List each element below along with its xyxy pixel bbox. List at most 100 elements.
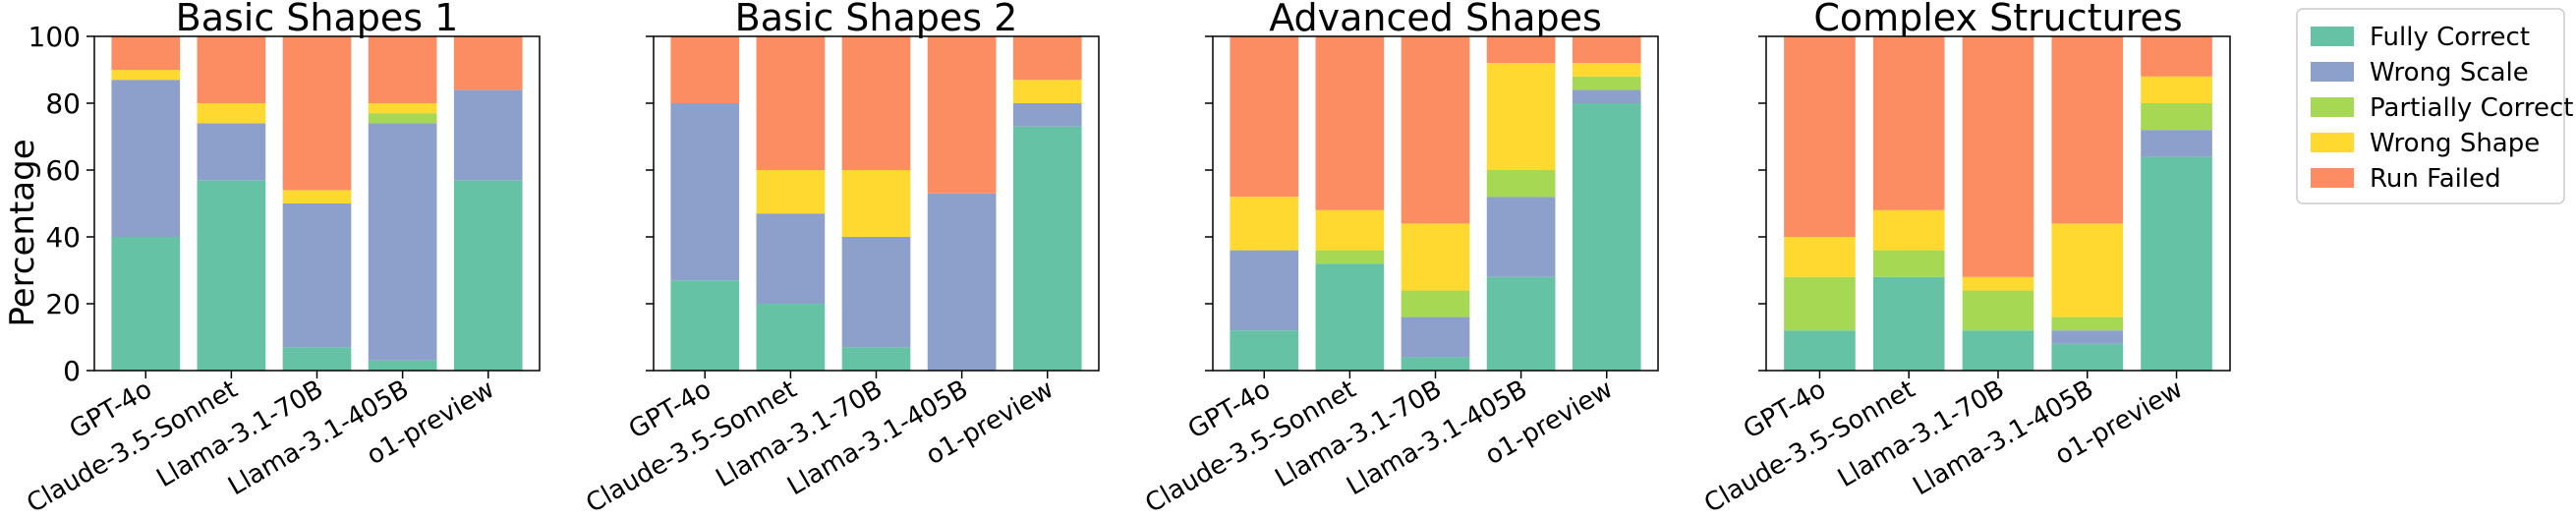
bar-wrong-scale-llama-3-1-70b [841, 237, 911, 348]
legend-label-fully-correct: Fully Correct [2370, 23, 2530, 52]
bar-run-failed-claude-3-5-sonnet [1872, 36, 1945, 210]
bar-fully-correct-claude-3-5-sonnet [756, 304, 826, 371]
bar-fully-correct-llama-3-1-405b [2051, 343, 2124, 371]
bar-wrong-shape-claude-3-5-sonnet [756, 170, 826, 214]
bar-wrong-scale-llama-3-1-405b [927, 193, 997, 371]
bar-fully-correct-llama-3-1-70b [1401, 357, 1470, 371]
bar-fully-correct-llama-3-1-70b [282, 347, 352, 371]
bar-run-failed-o1-preview [1572, 36, 1641, 64]
bar-run-failed-llama-3-1-405b [927, 36, 997, 194]
bar-wrong-scale-llama-3-1-405b [2051, 330, 2124, 344]
bar-run-failed-o1-preview [453, 36, 523, 90]
bar-run-failed-llama-3-1-405b [368, 36, 437, 103]
bar-wrong-shape-claude-3-5-sonnet [197, 103, 266, 124]
bar-wrong-scale-gpt-4o [1230, 250, 1299, 331]
bar-fully-correct-claude-3-5-sonnet [1872, 276, 1945, 371]
bar-partially-correct-llama-3-1-405b [1486, 170, 1556, 198]
bar-wrong-shape-llama-3-1-70b [1962, 276, 2034, 291]
bar-wrong-shape-llama-3-1-405b [2051, 223, 2124, 317]
bar-fully-correct-llama-3-1-405b [1486, 276, 1556, 371]
bar-fully-correct-claude-3-5-sonnet [1315, 263, 1385, 371]
chart-title-basic-shapes-2: Basic Shapes 2 [735, 0, 1018, 39]
bar-partially-correct-o1-preview [1572, 76, 1641, 90]
y-tick-label-100: 100 [29, 21, 81, 53]
bar-wrong-scale-gpt-4o [111, 80, 181, 237]
bar-wrong-shape-o1-preview [1572, 63, 1641, 77]
bar-fully-correct-o1-preview [453, 180, 523, 371]
bar-partially-correct-o1-preview [2141, 103, 2212, 131]
bar-wrong-scale-o1-preview [453, 89, 523, 181]
y-axis-label: Percentage [3, 139, 42, 326]
bar-partially-correct-claude-3-5-sonnet [1872, 250, 1945, 277]
bar-run-failed-o1-preview [2141, 36, 2212, 77]
bar-fully-correct-gpt-4o [1230, 330, 1299, 371]
bar-run-failed-gpt-4o [1230, 36, 1299, 198]
bar-wrong-shape-llama-3-1-405b [1486, 63, 1556, 170]
plot-frame-complex-structures [1765, 35, 2231, 372]
bar-fully-correct-o1-preview [2141, 156, 2212, 371]
bar-wrong-shape-gpt-4o [111, 70, 181, 81]
bar-run-failed-claude-3-5-sonnet [1315, 36, 1385, 210]
bar-wrong-scale-claude-3-5-sonnet [756, 213, 826, 304]
legend-swatch-wrong-scale [2311, 62, 2354, 82]
bar-partially-correct-llama-3-1-405b [368, 113, 437, 124]
legend-swatch-partially-correct [2311, 97, 2354, 117]
bar-fully-correct-o1-preview [1572, 103, 1641, 371]
bar-run-failed-gpt-4o [1784, 36, 1856, 237]
legend-swatch-fully-correct [2311, 27, 2354, 46]
plot-frame-advanced-shapes [1212, 35, 1659, 372]
y-tick-label-20: 20 [45, 288, 81, 320]
bar-partially-correct-gpt-4o [1784, 276, 1856, 331]
legend-swatch-wrong-shape [2311, 133, 2354, 152]
bar-partially-correct-llama-3-1-70b [1401, 290, 1470, 317]
legend-label-wrong-shape: Wrong Shape [2370, 129, 2540, 158]
y-tick-label-60: 60 [45, 154, 81, 187]
bar-wrong-scale-llama-3-1-70b [282, 203, 352, 348]
bar-wrong-shape-gpt-4o [1784, 237, 1856, 277]
bar-run-failed-claude-3-5-sonnet [756, 36, 826, 170]
legend-box [2296, 8, 2565, 204]
bar-run-failed-llama-3-1-70b [282, 36, 352, 191]
bar-wrong-shape-llama-3-1-70b [841, 170, 911, 237]
bar-wrong-shape-llama-3-1-70b [282, 190, 352, 203]
plot-frame-basic-shapes-1 [93, 35, 541, 372]
bar-wrong-scale-llama-3-1-405b [1486, 197, 1556, 277]
bar-wrong-shape-o1-preview [2141, 76, 2212, 103]
bar-run-failed-gpt-4o [670, 36, 740, 103]
chart-title-basic-shapes-1: Basic Shapes 1 [176, 0, 459, 39]
y-tick-label-80: 80 [45, 87, 81, 120]
y-tick-label-40: 40 [45, 221, 81, 254]
bar-fully-correct-claude-3-5-sonnet [197, 180, 266, 371]
bar-wrong-scale-o1-preview [1572, 89, 1641, 103]
bar-fully-correct-gpt-4o [1784, 330, 1856, 371]
y-tick-label-0: 0 [63, 355, 81, 387]
bar-run-failed-llama-3-1-70b [841, 36, 911, 170]
bar-run-failed-claude-3-5-sonnet [197, 36, 266, 103]
bar-fully-correct-gpt-4o [111, 237, 181, 371]
bar-wrong-scale-o1-preview [2141, 130, 2212, 157]
plot-frame-basic-shapes-2 [653, 35, 1100, 372]
bar-fully-correct-llama-3-1-405b [368, 360, 437, 371]
bar-wrong-scale-o1-preview [1012, 103, 1082, 127]
bar-fully-correct-gpt-4o [670, 280, 740, 371]
bar-wrong-shape-llama-3-1-70b [1401, 223, 1470, 291]
bar-wrong-shape-claude-3-5-sonnet [1872, 209, 1945, 251]
bar-run-failed-llama-3-1-70b [1401, 36, 1470, 224]
bar-wrong-scale-llama-3-1-70b [1401, 317, 1470, 358]
legend-label-wrong-scale: Wrong Scale [2370, 58, 2529, 87]
bar-wrong-shape-o1-preview [1012, 80, 1082, 103]
bar-fully-correct-llama-3-1-70b [1962, 330, 2034, 371]
bar-wrong-shape-claude-3-5-sonnet [1315, 209, 1385, 251]
bar-run-failed-llama-3-1-405b [1486, 36, 1556, 64]
bar-partially-correct-claude-3-5-sonnet [1315, 250, 1385, 264]
legend-label-run-failed: Run Failed [2370, 164, 2501, 194]
chart-title-advanced-shapes: Advanced Shapes [1269, 0, 1602, 39]
bar-partially-correct-llama-3-1-70b [1962, 290, 2034, 331]
bar-wrong-shape-llama-3-1-405b [368, 103, 437, 114]
bar-wrong-scale-claude-3-5-sonnet [197, 123, 266, 181]
bar-run-failed-llama-3-1-70b [1962, 36, 2034, 277]
bar-run-failed-llama-3-1-405b [2051, 36, 2124, 224]
bar-run-failed-gpt-4o [111, 36, 181, 70]
